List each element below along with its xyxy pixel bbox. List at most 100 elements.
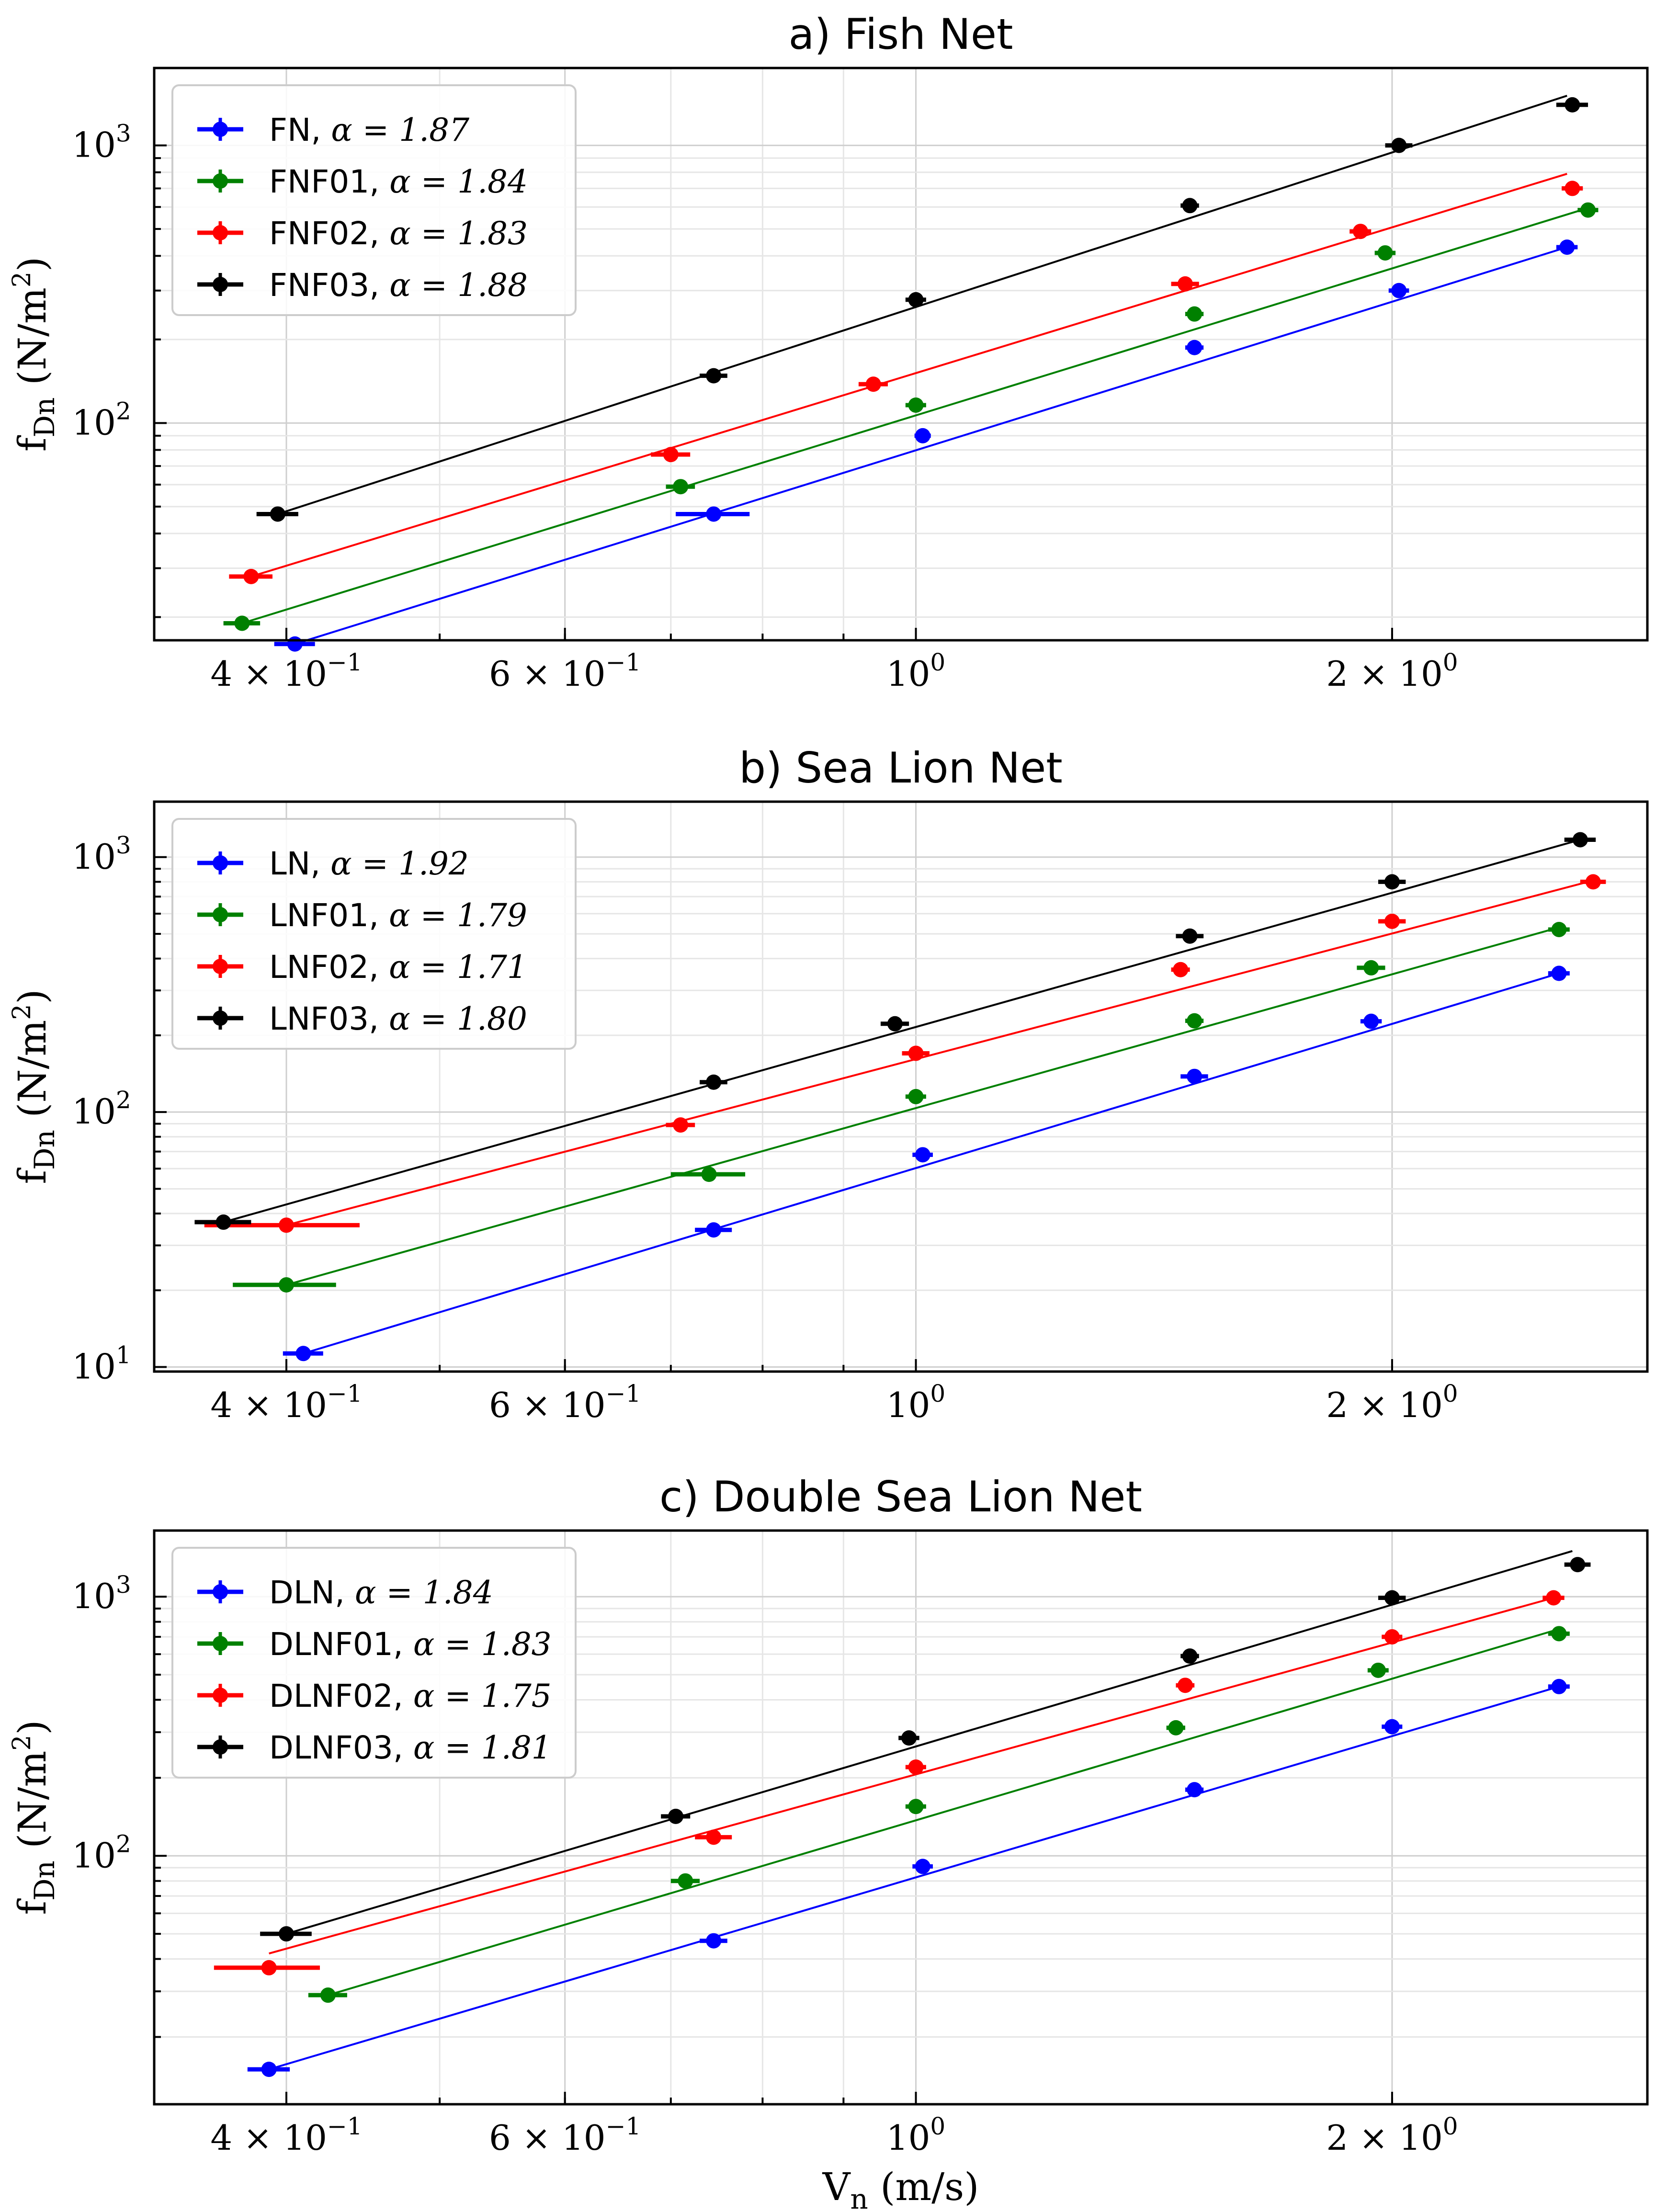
data-point — [278, 1926, 294, 1942]
data-point — [701, 1167, 717, 1182]
data-point — [1363, 960, 1379, 976]
legend-item: DLNF01, α = 1.83 — [197, 1626, 552, 1663]
data-point — [1187, 1782, 1202, 1798]
data-point — [1551, 965, 1567, 981]
data-point — [706, 506, 722, 522]
legend-item: FNF03, α = 1.88 — [197, 267, 528, 304]
fit-line — [286, 1550, 1573, 1935]
data-point — [678, 1873, 693, 1889]
y-tick-label: 103 — [72, 1571, 131, 1616]
fit-line — [241, 207, 1588, 624]
y-tick-label: 101 — [72, 1341, 131, 1387]
data-point — [668, 1808, 684, 1824]
data-point — [915, 1859, 930, 1874]
data-point — [706, 1074, 722, 1090]
legend-box — [171, 1547, 577, 1779]
legend-label: LNF03, α = 1.80 — [269, 1000, 527, 1037]
legend-marker — [213, 277, 228, 292]
data-point — [295, 1346, 311, 1361]
data-point — [1580, 202, 1596, 218]
legend-marker — [213, 1636, 228, 1651]
data-point — [908, 1045, 924, 1061]
x-tick-label: 4 × 10−1 — [210, 2112, 362, 2158]
chart-panel-1: b) Sea Lion Net 4 × 10−1 6 × 10−1 100 2 × 10… — [8, 743, 1649, 1425]
data-point — [663, 447, 679, 463]
legend-label: LN, α = 1.92 — [269, 845, 469, 882]
data-point — [1570, 1557, 1586, 1573]
data-point — [1384, 913, 1400, 929]
fit-line — [295, 246, 1567, 645]
series-FNF03 — [256, 94, 1588, 522]
data-point — [1173, 962, 1189, 977]
series-FNF01 — [223, 202, 1599, 631]
series-FNF02 — [229, 173, 1583, 584]
legend-item: FNF02, α = 1.83 — [197, 215, 528, 252]
legend-marker — [213, 1010, 228, 1026]
legend-item: LNF03, α = 1.80 — [197, 1000, 527, 1037]
legend-item: FNF01, α = 1.84 — [197, 163, 528, 200]
y-tick-label: 103 — [72, 831, 131, 877]
fit-line — [223, 839, 1581, 1223]
legend-label: FNF01, α = 1.84 — [269, 163, 528, 200]
data-point — [1551, 1626, 1567, 1642]
data-point — [1559, 239, 1575, 255]
y-axis-label: fDn (N/m2) — [8, 257, 61, 452]
data-point — [1352, 224, 1368, 239]
data-point — [270, 506, 285, 522]
data-point — [901, 1730, 917, 1746]
data-point — [706, 1829, 722, 1845]
data-point — [1182, 1648, 1198, 1664]
data-point — [1168, 1720, 1184, 1736]
data-point — [278, 1277, 294, 1293]
data-point — [1182, 198, 1198, 214]
data-point — [243, 568, 259, 584]
series-LNF01 — [233, 921, 1570, 1293]
x-tick-label: 100 — [886, 1380, 945, 1425]
data-point — [673, 479, 689, 495]
legend-box — [171, 818, 577, 1050]
data-point — [1187, 1013, 1202, 1029]
legend-marker — [213, 1584, 228, 1599]
legend-label: FNF03, α = 1.88 — [269, 267, 528, 304]
data-point — [908, 292, 924, 307]
legend-item: FN, α = 1.87 — [197, 112, 469, 148]
data-point — [865, 376, 881, 392]
x-tick-label: 2 × 100 — [1326, 648, 1458, 694]
fit-line — [269, 1685, 1560, 2071]
data-point — [1546, 1590, 1562, 1606]
y-tick-label: 103 — [72, 120, 131, 165]
data-point — [1565, 181, 1580, 196]
data-point — [1391, 283, 1407, 298]
fit-line — [328, 1628, 1560, 1996]
legend-item: LN, α = 1.92 — [197, 845, 469, 882]
series-DLNF02 — [214, 1590, 1565, 1975]
data-point — [1187, 340, 1202, 355]
data-point — [908, 1089, 924, 1104]
y-tick-label: 102 — [72, 1086, 131, 1132]
legend: LN, α = 1.92 LNF01, α = 1.79 LNF02, α = 1.… — [171, 818, 577, 1050]
y-tick-label: 102 — [72, 1830, 131, 1875]
data-point — [706, 1222, 722, 1238]
legend-box — [171, 84, 577, 316]
x-tick-label: 4 × 10−1 — [210, 1380, 362, 1425]
data-point — [1384, 1629, 1400, 1645]
chart-panel-0: a) Fish Net 4 × 10−1 6 × 10−1 100 2 × 100 102… — [8, 10, 1649, 694]
data-point — [915, 1147, 930, 1163]
data-point — [1551, 1679, 1567, 1694]
legend-item: DLN, α = 1.84 — [197, 1574, 493, 1611]
legend-item: LNF02, α = 1.71 — [197, 949, 527, 986]
data-point — [887, 1016, 903, 1032]
data-point — [1177, 276, 1193, 292]
data-point — [320, 1987, 336, 2003]
chart-title: b) Sea Lion Net — [739, 743, 1063, 793]
grid — [154, 68, 1647, 640]
data-point — [1565, 97, 1580, 113]
legend-label: LNF01, α = 1.79 — [269, 897, 527, 934]
fit-line — [303, 972, 1560, 1355]
plot-frame — [153, 1529, 1649, 2106]
x-tick-label: 6 × 10−1 — [489, 648, 641, 694]
legend-marker — [213, 1688, 228, 1703]
fit-line — [277, 94, 1567, 515]
x-axis-label: Vn (m/s) — [822, 2165, 979, 2212]
